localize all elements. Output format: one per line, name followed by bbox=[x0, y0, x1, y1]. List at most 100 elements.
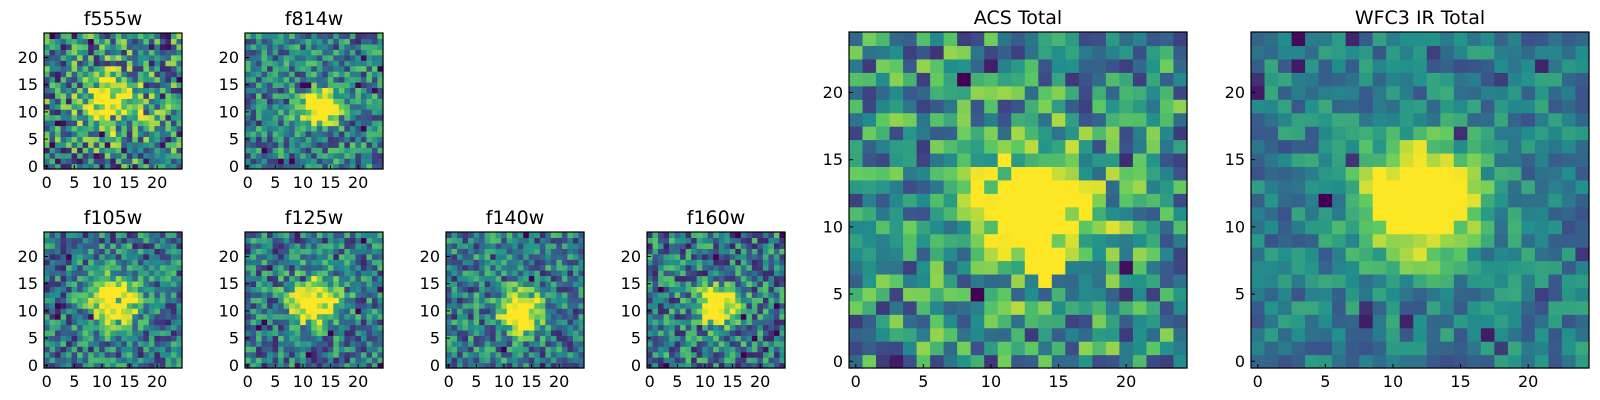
heatmap-cell bbox=[355, 253, 362, 260]
heatmap-cell bbox=[104, 38, 111, 45]
heatmap-cell bbox=[77, 147, 84, 154]
heatmap-cell bbox=[311, 38, 318, 45]
y-tick-label: 10 bbox=[18, 301, 38, 320]
heatmap-cell bbox=[121, 65, 128, 72]
heatmap-cell bbox=[490, 297, 497, 304]
heatmap-cell bbox=[360, 275, 368, 282]
heatmap-cell bbox=[495, 319, 502, 326]
heatmap-cell bbox=[289, 346, 296, 353]
heatmap-cell bbox=[104, 54, 111, 61]
heatmap-cell bbox=[468, 232, 475, 239]
heatmap-cell bbox=[479, 297, 486, 304]
heatmap-cell bbox=[663, 329, 670, 336]
x-tick-label: 0 bbox=[645, 372, 655, 391]
heatmap-cell bbox=[1251, 193, 1266, 208]
heatmap-cell bbox=[349, 130, 356, 137]
heatmap-cell bbox=[121, 130, 128, 137]
heatmap-cell bbox=[930, 112, 945, 127]
heatmap-cell bbox=[261, 33, 268, 40]
heatmap-cell bbox=[484, 242, 491, 249]
heatmap-cell bbox=[371, 81, 379, 88]
heatmap-cell bbox=[176, 270, 183, 277]
heatmap-cell bbox=[121, 319, 128, 326]
heatmap-cell bbox=[746, 253, 753, 260]
heatmap-cell bbox=[121, 291, 128, 298]
heatmap-cell bbox=[773, 302, 781, 309]
heatmap-cell bbox=[1453, 179, 1468, 194]
heatmap-cell bbox=[1372, 126, 1387, 141]
heatmap-cell bbox=[1305, 126, 1320, 141]
heatmap-cell bbox=[903, 45, 918, 60]
heatmap-cell bbox=[344, 275, 351, 282]
heatmap-cell bbox=[572, 286, 580, 293]
heatmap-cell bbox=[316, 81, 323, 88]
heatmap-cell bbox=[1372, 193, 1387, 208]
heatmap-cell bbox=[300, 286, 307, 293]
heatmap-cell bbox=[957, 247, 972, 262]
heatmap-cell bbox=[322, 351, 329, 358]
heatmap-cell bbox=[77, 114, 84, 121]
heatmap-cell bbox=[256, 87, 263, 94]
heatmap-cell bbox=[322, 286, 329, 293]
heatmap-cell bbox=[462, 253, 469, 260]
heatmap-cell bbox=[1494, 220, 1509, 235]
heatmap-cell bbox=[165, 98, 172, 105]
heatmap-cell bbox=[60, 130, 67, 137]
heatmap-cell bbox=[669, 302, 676, 309]
heatmap-cell bbox=[327, 286, 334, 293]
heatmap-cell bbox=[377, 248, 384, 255]
heatmap-cell bbox=[773, 346, 781, 353]
heatmap-cell bbox=[305, 54, 312, 61]
heatmap-cell bbox=[468, 313, 475, 320]
heatmap-cell bbox=[1092, 45, 1107, 60]
heatmap-cell bbox=[77, 319, 84, 326]
heatmap-cell bbox=[170, 147, 178, 154]
heatmap-cell bbox=[1318, 166, 1333, 181]
heatmap-cell bbox=[1146, 273, 1161, 288]
heatmap-cell bbox=[77, 308, 84, 315]
heatmap-cell bbox=[360, 313, 368, 320]
heatmap-cell bbox=[300, 248, 307, 255]
heatmap-cell bbox=[278, 253, 285, 260]
heatmap-cell bbox=[713, 351, 720, 358]
heatmap-cell bbox=[1051, 273, 1066, 288]
heatmap-cell bbox=[669, 270, 676, 277]
heatmap-cell bbox=[1332, 233, 1347, 248]
heatmap-cell bbox=[768, 297, 775, 304]
heatmap-cell bbox=[1548, 354, 1563, 369]
heatmap-cell bbox=[311, 286, 318, 293]
heatmap-cell bbox=[49, 308, 56, 315]
heatmap-cell bbox=[170, 38, 178, 45]
heatmap-cell bbox=[159, 125, 167, 132]
heatmap-cell bbox=[278, 264, 285, 271]
heatmap-cell bbox=[93, 65, 100, 72]
heatmap-cell bbox=[344, 357, 351, 364]
heatmap-cell bbox=[170, 302, 178, 309]
y-tick-label: 5 bbox=[229, 130, 239, 149]
heatmap-cell bbox=[143, 65, 150, 72]
heatmap-cell bbox=[176, 340, 183, 347]
heatmap-cell bbox=[658, 270, 665, 277]
heatmap-cell bbox=[154, 275, 161, 282]
heatmap-cell bbox=[1065, 99, 1080, 114]
heatmap-cell bbox=[862, 354, 877, 369]
heatmap-cell bbox=[751, 253, 758, 260]
heatmap-cell bbox=[176, 237, 183, 244]
heatmap-cell bbox=[154, 120, 161, 127]
heatmap-cell bbox=[55, 346, 62, 353]
heatmap-cell bbox=[779, 280, 786, 287]
heatmap-cell bbox=[550, 362, 557, 369]
heatmap-cell bbox=[300, 264, 307, 271]
heatmap-cell bbox=[1011, 327, 1026, 342]
heatmap-cell bbox=[663, 259, 670, 266]
heatmap-cell bbox=[578, 248, 585, 255]
heatmap-cell bbox=[115, 270, 122, 277]
heatmap-cell bbox=[473, 346, 480, 353]
heatmap-cell bbox=[1011, 193, 1026, 208]
heatmap-cell bbox=[501, 286, 508, 293]
y-tick-label: 0 bbox=[28, 157, 38, 176]
heatmap-cell bbox=[66, 109, 73, 116]
heatmap-cell bbox=[457, 253, 464, 260]
heatmap-cell bbox=[283, 302, 290, 309]
heatmap-cell bbox=[49, 313, 56, 320]
